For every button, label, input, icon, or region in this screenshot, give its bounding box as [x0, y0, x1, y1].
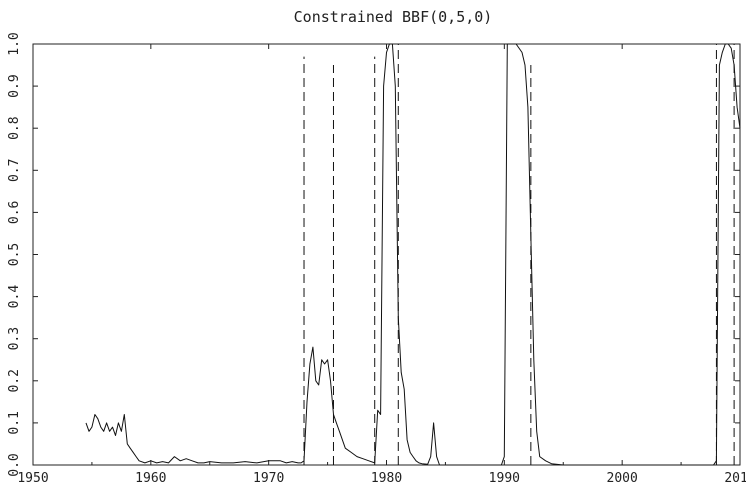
series-line [85, 43, 741, 466]
y-tick-label: 0.5 [7, 243, 22, 266]
x-tick-label: 1960 [135, 471, 166, 486]
x-tick-label: 2010 [724, 471, 746, 486]
y-axis: 0.0 0.1 0.2 0.3 0.4 0.5 0.6 0.7 0.8 0.9 1.0 [7, 32, 740, 477]
plot-border [32, 43, 741, 466]
y-tick-label: 0.4 [7, 285, 22, 309]
x-axis: 1950 1960 1970 1980 1990 2000 2010 [17, 44, 746, 486]
dashed-vertical-lines [303, 44, 735, 465]
x-tick-label: 2000 [607, 471, 638, 486]
x-tick-label: 1990 [489, 471, 520, 486]
y-tick-label: 0.9 [7, 74, 22, 97]
y-tick-label: 0.8 [7, 116, 22, 139]
y-tick-label: 0.0 [7, 453, 22, 476]
series-layer [85, 43, 741, 466]
x-tick-label: 1980 [371, 471, 402, 486]
y-tick-label: 0.7 [7, 159, 22, 182]
y-tick-label: 0.6 [7, 201, 22, 224]
chart-title: Constrained BBF(0,5,0) [294, 8, 493, 26]
y-tick-label: 0.3 [7, 327, 22, 350]
x-tick-label: 1970 [253, 471, 284, 486]
y-tick-label: 0.1 [7, 411, 22, 434]
x-tick-label: 1950 [17, 471, 48, 486]
y-tick-label: 1.0 [7, 32, 22, 55]
y-tick-label: 0.2 [7, 369, 22, 392]
plot-frame [32, 43, 741, 466]
